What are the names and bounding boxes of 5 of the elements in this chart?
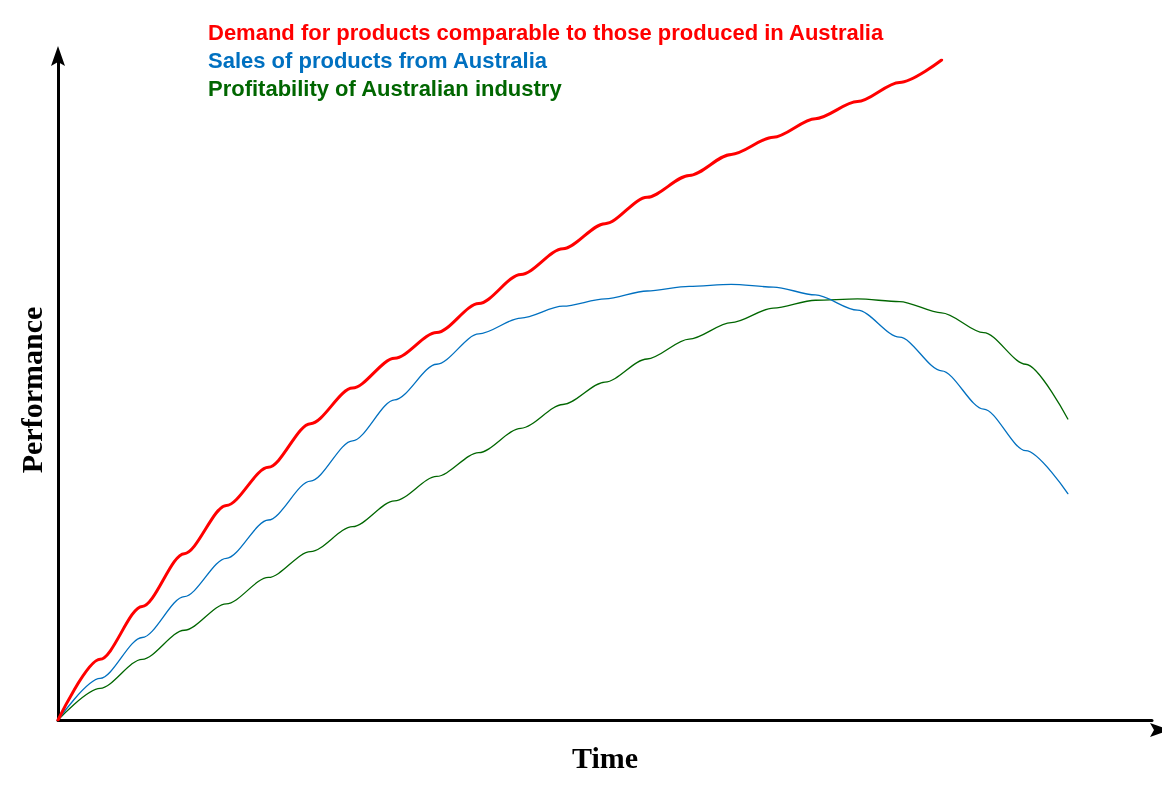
- x-axis-title: Time: [571, 740, 639, 774]
- series-label: Demand for products comparable to those produced in Australia: [208, 19, 884, 45]
- y-axis-title: Performance: [14, 306, 48, 474]
- text: Sales of products from Australia: [208, 47, 548, 73]
- text: Profitability of Australian industry: [208, 75, 563, 101]
